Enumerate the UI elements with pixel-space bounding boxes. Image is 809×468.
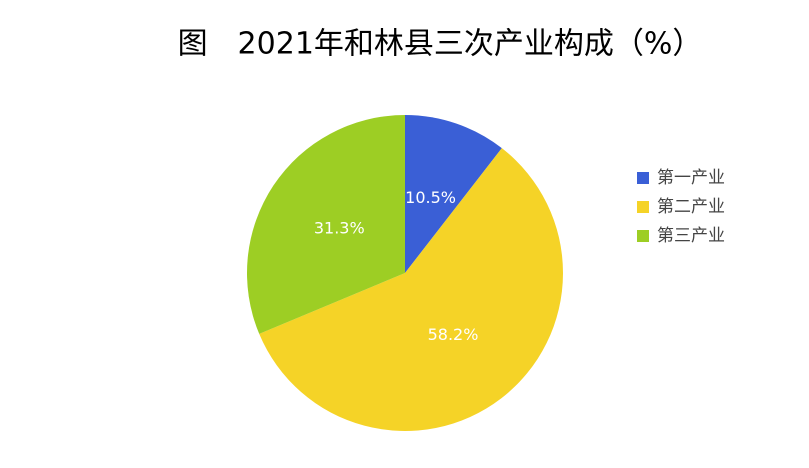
legend-swatch	[637, 230, 649, 242]
legend-swatch	[637, 172, 649, 184]
value-label: 10.5%	[405, 188, 456, 207]
value-label: 58.2%	[428, 325, 479, 344]
value-label: 31.3%	[314, 219, 365, 238]
chart-title: 图 2021年和林县三次产业构成（%）	[178, 27, 703, 62]
legend-swatch	[637, 201, 649, 213]
legend-label: 第一产业	[657, 168, 725, 188]
legend-label: 第二产业	[657, 197, 725, 217]
legend-label: 第三产业	[657, 226, 725, 246]
pie-slice	[405, 115, 502, 273]
pie-slice	[247, 115, 405, 334]
pie-slice	[259, 148, 563, 431]
